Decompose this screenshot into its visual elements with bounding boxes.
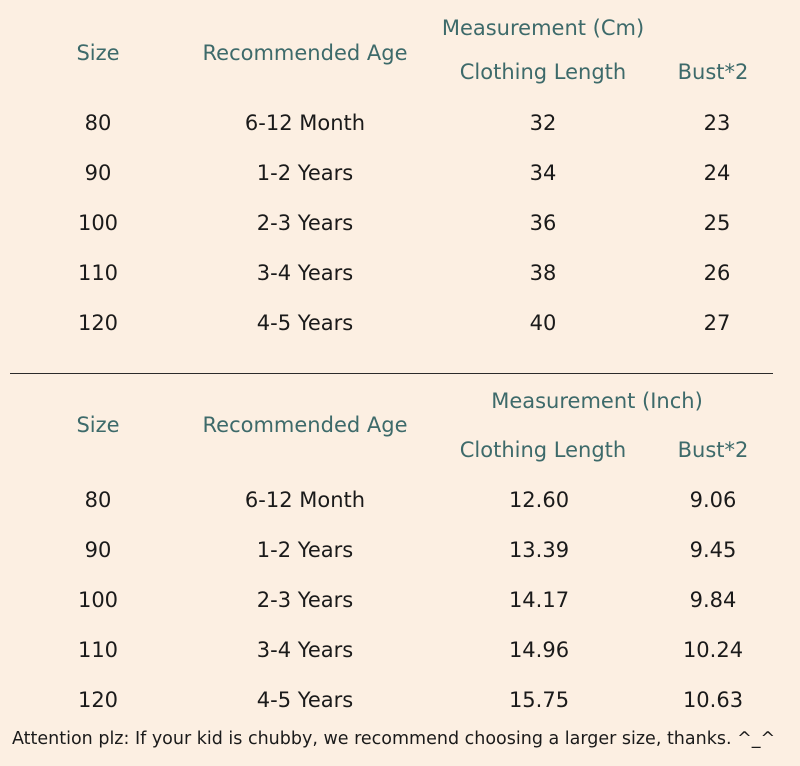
- bust-value: 26: [703, 261, 731, 285]
- clothing-length-value: 12.60: [508, 488, 570, 512]
- clothing-length-value: 15.75: [508, 688, 570, 712]
- group-header-cm: Measurement (Cm): [441, 16, 645, 40]
- size-value: 100: [77, 588, 119, 612]
- age-value: 4-5 Years: [256, 311, 354, 335]
- bust-value: 24: [703, 161, 731, 185]
- size-value: 80: [84, 111, 112, 135]
- age-value: 3-4 Years: [256, 261, 354, 285]
- age-value: 6-12 Month: [244, 111, 366, 135]
- clothing-length-value: 36: [529, 211, 557, 235]
- bust-value: 23: [703, 111, 731, 135]
- clothing-length-value: 34: [529, 161, 557, 185]
- header-recommended-age: Recommended Age: [202, 41, 408, 65]
- header-bust: Bust*2: [677, 438, 749, 462]
- bust-value: 9.84: [689, 588, 737, 612]
- clothing-length-value: 13.39: [508, 538, 570, 562]
- age-value: 4-5 Years: [256, 688, 354, 712]
- clothing-length-value: 32: [529, 111, 557, 135]
- bust-value: 9.06: [689, 488, 737, 512]
- age-value: 1-2 Years: [256, 538, 354, 562]
- header-size: Size: [76, 413, 120, 437]
- header-recommended-age: Recommended Age: [202, 413, 408, 437]
- age-value: 6-12 Month: [244, 488, 366, 512]
- age-value: 3-4 Years: [256, 638, 354, 662]
- size-value: 120: [77, 688, 119, 712]
- bust-value: 10.63: [682, 688, 744, 712]
- size-value: 100: [77, 211, 119, 235]
- attention-note: Attention plz: If your kid is chubby, we…: [12, 729, 776, 749]
- age-value: 1-2 Years: [256, 161, 354, 185]
- clothing-length-value: 40: [529, 311, 557, 335]
- bust-value: 27: [703, 311, 731, 335]
- size-value: 110: [77, 638, 119, 662]
- bust-value: 9.45: [689, 538, 737, 562]
- clothing-length-value: 14.17: [508, 588, 570, 612]
- table-divider: [10, 373, 773, 374]
- header-clothing-length: Clothing Length: [459, 438, 627, 462]
- size-value: 90: [84, 161, 112, 185]
- clothing-length-value: 38: [529, 261, 557, 285]
- age-value: 2-3 Years: [256, 211, 354, 235]
- age-value: 2-3 Years: [256, 588, 354, 612]
- bust-value: 25: [703, 211, 731, 235]
- header-size: Size: [76, 41, 120, 65]
- size-value: 80: [84, 488, 112, 512]
- header-bust: Bust*2: [677, 60, 749, 84]
- size-value: 110: [77, 261, 119, 285]
- clothing-length-value: 14.96: [508, 638, 570, 662]
- group-header-inch: Measurement (Inch): [491, 389, 703, 413]
- size-value: 120: [77, 311, 119, 335]
- size-value: 90: [84, 538, 112, 562]
- header-clothing-length: Clothing Length: [459, 60, 627, 84]
- bust-value: 10.24: [682, 638, 744, 662]
